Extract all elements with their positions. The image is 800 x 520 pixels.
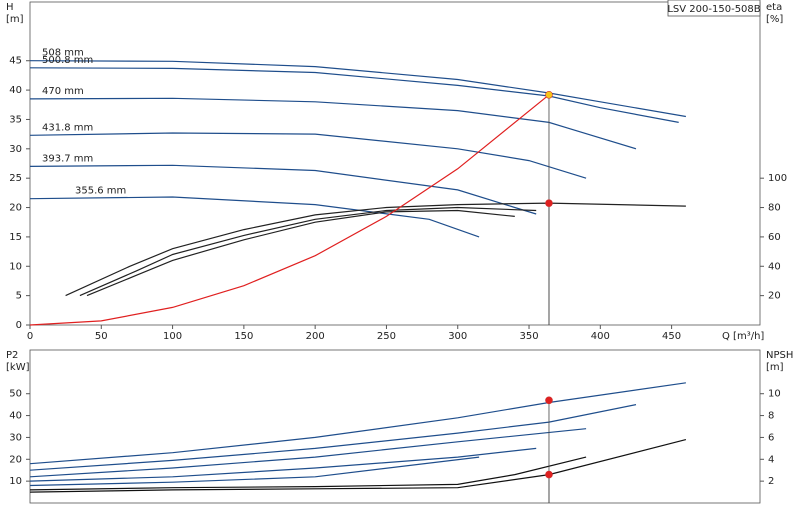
title-box: [667, 0, 761, 17]
y-tick-label: 20: [9, 454, 22, 465]
y-axis-label: P2: [6, 350, 18, 361]
y2-axis-label: eta: [766, 2, 782, 13]
x-tick-label: 250: [377, 331, 396, 342]
y-tick-label: 15: [9, 232, 22, 243]
curve-label: 355.6 mm: [75, 186, 126, 197]
curve: [29, 382, 686, 465]
y-tick-label: 30: [9, 432, 22, 443]
curve: [29, 132, 587, 179]
y2-tick-label: 60: [768, 232, 781, 243]
y2-axis-unit: [m]: [766, 362, 784, 373]
curve: [79, 206, 537, 297]
x-tick-label: 100: [163, 331, 182, 342]
y2-tick-label: 100: [768, 173, 787, 184]
y2-tick-label: 20: [768, 291, 781, 302]
y-tick-label: 5: [16, 291, 22, 302]
y-tick-label: 0: [16, 320, 22, 331]
x-tick-label: 400: [591, 331, 610, 342]
curve: [29, 456, 480, 487]
y-axis-unit: [kW]: [6, 362, 30, 373]
x-tick-label: 150: [234, 331, 253, 342]
operating-point: [545, 199, 553, 207]
curve-label: 431.8 mm: [42, 122, 93, 133]
plot-frame: [29, 349, 761, 504]
curve: [29, 164, 537, 215]
curve: [29, 97, 637, 150]
curve: [29, 439, 687, 493]
y2-axis-label: NPSH: [766, 350, 793, 361]
y-tick-label: 35: [9, 114, 22, 125]
x-tick-label: 300: [448, 331, 467, 342]
curve: [29, 456, 587, 491]
x-axis-label: Q [m³/h]: [722, 331, 764, 342]
y-axis-label: H: [6, 2, 14, 13]
curve: [29, 428, 587, 478]
y2-tick-label: 8: [768, 411, 774, 422]
y-tick-label: 40: [9, 411, 22, 422]
operating-point: [545, 470, 553, 479]
y2-tick-label: 4: [768, 454, 774, 465]
y2-tick-label: 6: [768, 432, 774, 443]
x-tick-label: 200: [306, 331, 325, 342]
y-tick-label: 10: [9, 476, 22, 487]
y-tick-label: 50: [9, 389, 22, 400]
chart-title: LSV 200-150-508B: [667, 4, 760, 15]
y-tick-label: 30: [9, 144, 22, 155]
operating-point: [545, 396, 553, 405]
y-tick-label: 45: [9, 56, 22, 67]
curve-label: 508 mm: [42, 48, 84, 59]
curve-label: 500.8 mm: [42, 55, 93, 66]
curve: [29, 60, 687, 118]
operating-point: [545, 90, 553, 99]
y2-tick-label: 40: [768, 261, 781, 272]
curve: [29, 67, 679, 123]
curve: [65, 202, 686, 297]
y2-tick-label: 2: [768, 476, 774, 487]
y2-axis-unit: [%]: [766, 14, 783, 25]
x-tick-label: 450: [662, 331, 681, 342]
y-tick-label: 25: [9, 173, 22, 184]
y2-tick-label: 80: [768, 203, 781, 214]
curve: [29, 404, 637, 471]
curve: [29, 94, 550, 326]
curve: [86, 209, 515, 297]
y-tick-label: 20: [9, 203, 22, 214]
y-tick-label: 40: [9, 85, 22, 96]
curve-label: 393.7 mm: [42, 153, 93, 164]
curve-label: 470 mm: [42, 86, 84, 97]
x-tick-label: 350: [519, 331, 538, 342]
curve: [29, 447, 537, 482]
plot-frame: [29, 1, 761, 326]
x-tick-label: 0: [27, 331, 33, 342]
x-tick-label: 50: [95, 331, 108, 342]
y2-tick-label: 10: [768, 389, 781, 400]
curve: [29, 196, 480, 238]
y-axis-unit: [m]: [6, 14, 24, 25]
y-tick-label: 10: [9, 261, 22, 272]
